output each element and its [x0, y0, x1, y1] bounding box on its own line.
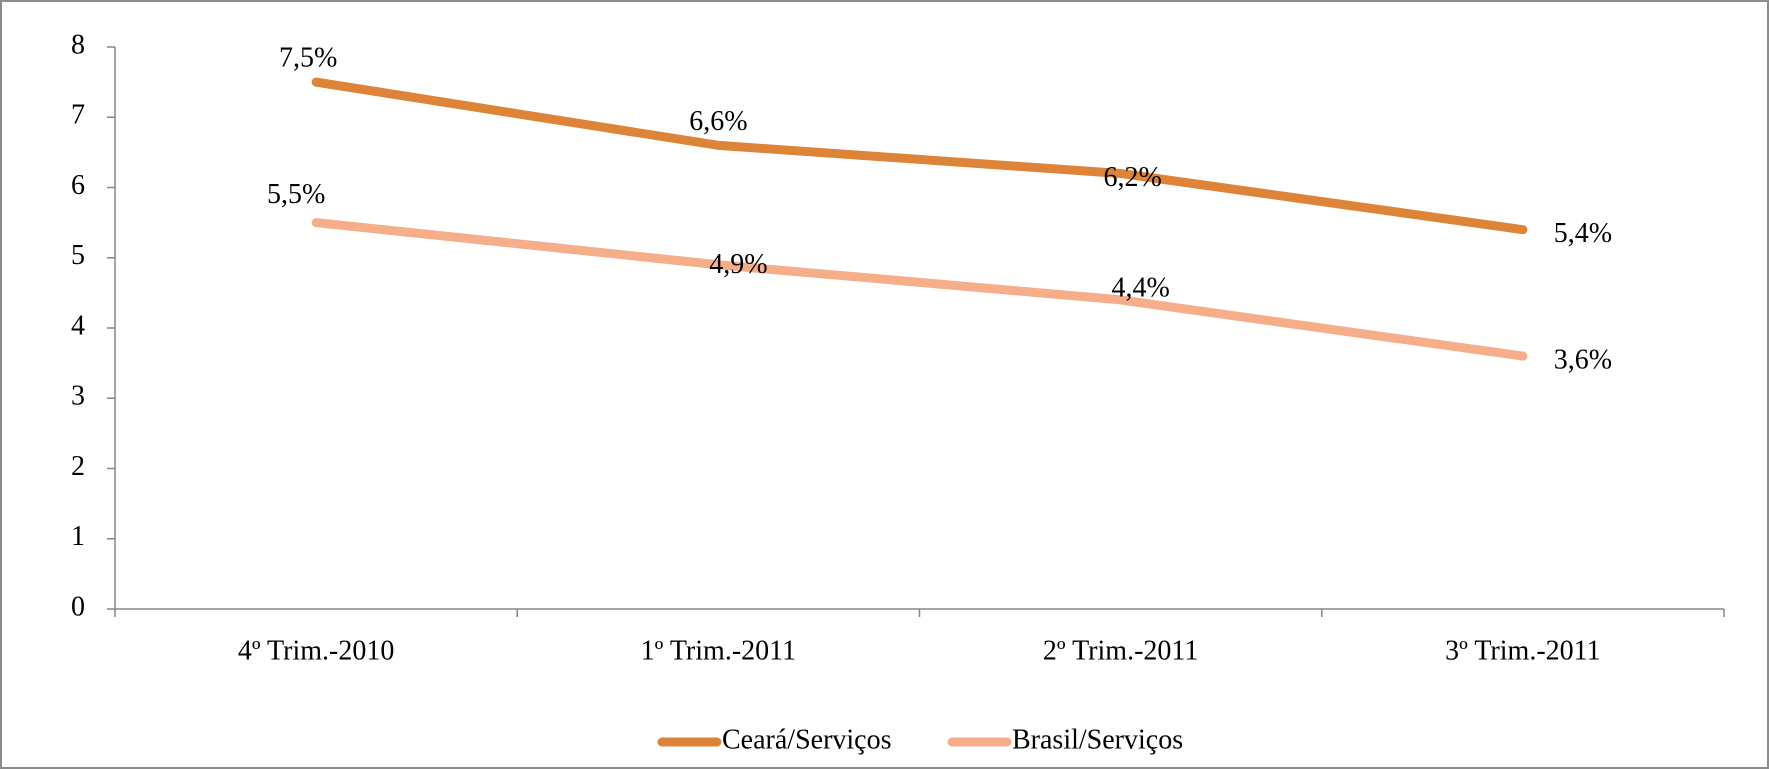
- legend-label: Brasil/Serviços: [1012, 724, 1183, 755]
- x-tick-label: 3º Trim.-2011: [1445, 635, 1600, 666]
- data-label: 7,5%: [279, 43, 337, 74]
- data-label: 4,9%: [709, 249, 767, 280]
- x-tick-label: 4º Trim.-2010: [238, 635, 395, 666]
- legend-label: Ceará/Serviços: [722, 724, 892, 755]
- x-tick-label: 1º Trim.-2011: [641, 635, 796, 666]
- y-tick-label: 6: [71, 170, 85, 201]
- data-label: 6,2%: [1103, 162, 1161, 193]
- line-series: [311, 218, 1528, 361]
- data-label: 4,4%: [1111, 272, 1169, 303]
- data-label: 5,4%: [1554, 218, 1612, 249]
- y-tick-label: 4: [71, 310, 85, 341]
- y-tick-label: 1: [71, 521, 85, 552]
- y-tick-label: 7: [71, 100, 85, 131]
- data-label: 3,6%: [1554, 345, 1612, 376]
- data-label: 6,6%: [689, 106, 747, 137]
- y-tick-label: 8: [71, 29, 85, 60]
- y-tick-label: 3: [71, 381, 85, 412]
- y-tick-label: 0: [71, 591, 85, 622]
- y-tick-label: 2: [71, 451, 85, 482]
- x-tick-label: 2º Trim.-2011: [1043, 635, 1198, 666]
- line-series: [311, 77, 1528, 235]
- y-tick-label: 5: [71, 240, 85, 271]
- data-label: 5,5%: [267, 179, 325, 210]
